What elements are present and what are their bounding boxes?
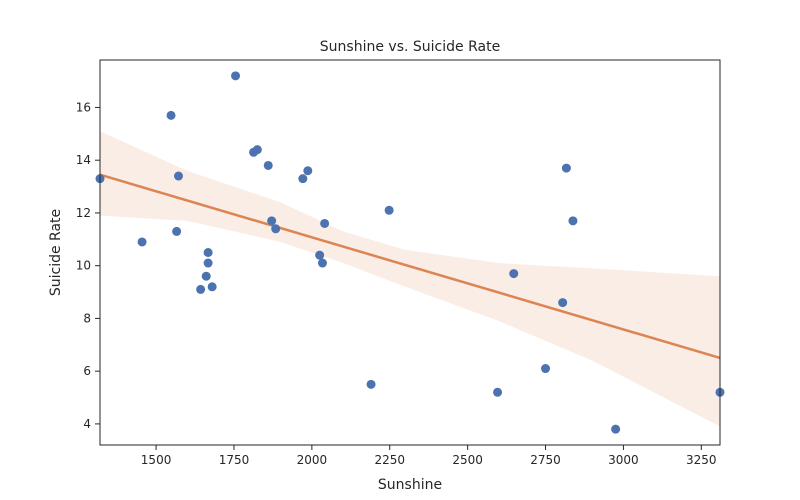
data-point: [561, 163, 571, 173]
x-tick-label: 2250: [374, 453, 405, 467]
x-tick-label: 1750: [219, 453, 250, 467]
data-point: [509, 269, 519, 279]
x-tick-label: 1500: [141, 453, 172, 467]
data-point: [137, 237, 147, 247]
data-point: [207, 282, 217, 292]
x-axis-label: Sunshine: [378, 477, 442, 493]
data-point: [201, 271, 211, 281]
data-point: [267, 216, 277, 226]
x-axis-ticks: 1500 1750 2000 2250 2500 2750 3000 3250: [141, 445, 717, 467]
data-point: [611, 424, 621, 434]
y-tick-label: 6: [83, 364, 91, 378]
data-point: [174, 171, 184, 181]
y-axis-label: Suicide Rate: [48, 209, 64, 296]
x-tick-label: 2500: [452, 453, 483, 467]
data-point: [303, 166, 313, 176]
data-point: [203, 258, 213, 268]
y-axis-ticks: 4 6 8 10 12 14 16: [76, 100, 100, 431]
y-tick-label: 16: [76, 100, 91, 114]
x-tick-label: 2000: [297, 453, 328, 467]
y-tick-label: 12: [76, 206, 91, 220]
chart-title: Sunshine vs. Suicide Rate: [320, 39, 500, 55]
y-tick-label: 14: [76, 153, 91, 167]
x-tick-label: 3000: [608, 453, 639, 467]
data-points-layer: [95, 71, 725, 434]
data-point: [271, 224, 281, 234]
data-point: [384, 205, 394, 215]
confidence-band-layer: [100, 131, 720, 427]
data-point: [315, 250, 325, 260]
regression-line: [99, 173, 721, 360]
plot-frame: [99, 59, 721, 446]
data-point: [568, 216, 578, 226]
confidence-band: [100, 131, 720, 427]
data-point: [366, 379, 376, 389]
data-point: [172, 226, 182, 236]
y-tick-label: 10: [76, 259, 91, 273]
data-point: [263, 160, 273, 170]
x-tick-label: 3250: [686, 453, 717, 467]
data-point: [196, 284, 206, 294]
data-point: [320, 218, 330, 228]
data-point: [203, 248, 213, 257]
x-tick-label: 2750: [530, 453, 561, 467]
regression-line-layer: [99, 173, 721, 360]
data-point: [166, 110, 176, 120]
data-point: [231, 71, 241, 81]
data-point: [541, 364, 551, 374]
data-point: [252, 145, 262, 155]
y-tick-label: 8: [83, 311, 91, 325]
data-point: [317, 258, 327, 268]
data-point: [493, 387, 503, 397]
y-tick-label: 4: [83, 417, 91, 431]
data-point: [558, 298, 568, 308]
data-point: [298, 174, 308, 184]
